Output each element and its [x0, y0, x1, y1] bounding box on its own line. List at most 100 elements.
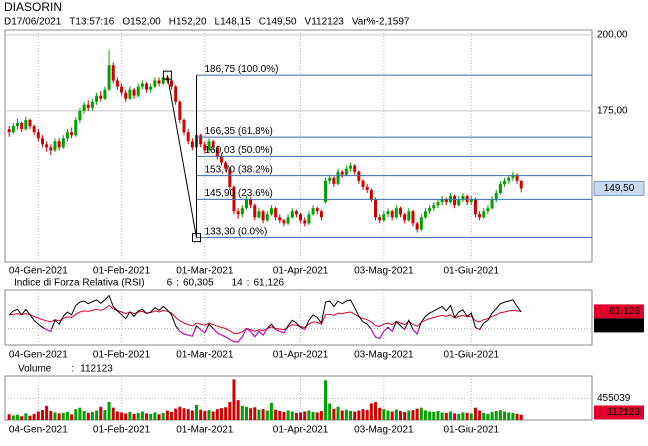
candle-body	[28, 120, 32, 127]
volume-bar	[190, 410, 194, 420]
candle-body	[436, 202, 440, 206]
y-tick-label: 200,00	[597, 30, 628, 41]
candle-body	[503, 180, 507, 184]
candle-body	[145, 83, 149, 90]
volume-bar	[115, 411, 119, 420]
volume-bar	[70, 414, 74, 420]
volume-bar	[365, 410, 369, 420]
rsi-value-box	[594, 304, 644, 319]
rsi-value-box	[594, 318, 644, 333]
volume-separator: :	[71, 364, 74, 375]
candle-body	[244, 199, 248, 209]
volume-bar	[415, 408, 419, 420]
volume-bar	[378, 407, 382, 420]
candle-body	[57, 141, 61, 148]
volume-bar	[145, 413, 149, 420]
candle-body	[390, 211, 394, 218]
x-tick-label: 04-Gen-2021	[9, 266, 68, 277]
candle-body	[432, 205, 436, 209]
volume-bar	[269, 402, 273, 420]
volume-bar	[311, 411, 315, 420]
volume-bar	[473, 407, 477, 420]
x-tick-label: 03-Mag-2021	[354, 350, 414, 361]
candle-body	[403, 214, 407, 221]
candle-body	[115, 80, 119, 87]
header-field-label: L	[215, 17, 221, 28]
fibonacci-label: 153,70 (38.2%)	[205, 164, 273, 175]
candle-body	[132, 89, 136, 96]
volume-bar	[211, 411, 215, 420]
volume-bar	[515, 413, 519, 420]
volume-bar	[407, 410, 411, 420]
volume-bar	[357, 410, 361, 420]
candle-body	[394, 208, 398, 218]
candle-body	[261, 211, 265, 221]
volume-bar	[457, 413, 461, 420]
header-field-value: 148,15	[220, 17, 251, 28]
volume-bar	[182, 408, 186, 420]
candle-body	[203, 144, 207, 151]
candle-body	[153, 80, 157, 87]
candle-body	[498, 183, 502, 193]
candle-body	[211, 141, 215, 148]
candle-body	[36, 132, 40, 139]
volume-bar	[403, 411, 407, 420]
header-field-value: 112123	[311, 17, 344, 28]
header-field-label: Var%	[352, 17, 376, 28]
candle-body	[15, 123, 19, 127]
volume-bar	[165, 410, 169, 420]
volume-bar	[203, 411, 207, 420]
candle-body	[382, 214, 386, 221]
volume-bar	[490, 411, 494, 420]
header-field-value: 17/06/2021	[11, 17, 61, 28]
volume-bar	[45, 405, 49, 420]
candle-body	[340, 171, 344, 175]
candle-body	[419, 217, 423, 230]
candle-body	[82, 104, 86, 111]
header-field-label: T	[69, 17, 75, 28]
candle-body	[253, 205, 257, 218]
candle-body	[515, 174, 519, 181]
candle-body	[486, 208, 490, 212]
volume-bar	[236, 400, 240, 420]
candle-body	[282, 220, 286, 224]
candle-body	[24, 120, 28, 130]
candle-body	[511, 174, 515, 178]
volume-bar	[294, 412, 298, 420]
x-tick-label: 01-Mar-2021	[176, 266, 234, 277]
rsi-series-name: 14	[232, 278, 244, 289]
volume-bar	[36, 411, 40, 420]
volume-bar	[436, 411, 440, 420]
candle-body	[107, 65, 111, 90]
candle-body	[469, 199, 473, 203]
volume-value-label: 112123	[607, 407, 640, 418]
x-tick-label: 01-Giu-2021	[443, 266, 499, 277]
volume-bar	[249, 408, 253, 420]
last-price-box	[593, 180, 645, 196]
candle-body	[124, 92, 128, 99]
volume-bar	[299, 412, 303, 420]
candle-body	[344, 168, 348, 175]
candle-body	[336, 171, 340, 184]
fibonacci-label: 145,90 (23.6%)	[205, 188, 273, 199]
header-field-value: 149,50	[266, 17, 297, 28]
rsi-line	[9, 304, 522, 334]
price-panel	[4, 29, 593, 263]
volume-bar	[111, 407, 115, 420]
x-tick-label: 01-Apr-2021	[273, 266, 329, 277]
candle-body	[303, 220, 307, 224]
candle-body	[49, 147, 53, 151]
volume-bar	[461, 412, 465, 420]
volume-bar	[448, 411, 452, 420]
volume-bar	[440, 412, 444, 420]
candle-body	[386, 211, 390, 215]
x-tick-label: 01-Feb-2021	[93, 425, 151, 436]
volume-bar	[386, 410, 390, 420]
candle-body	[178, 101, 182, 121]
volume-bar	[361, 409, 365, 420]
candle-body	[32, 126, 36, 133]
volume-bar	[49, 411, 53, 420]
x-tick-label: 04-Gen-2021	[9, 425, 68, 436]
volume-bar	[307, 410, 311, 420]
